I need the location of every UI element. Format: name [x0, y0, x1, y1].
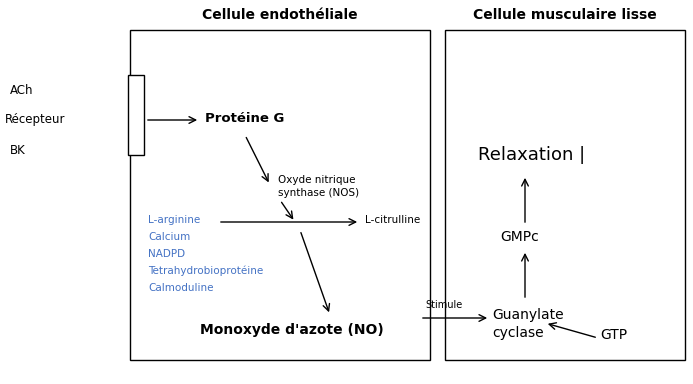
Text: Stimule: Stimule [425, 300, 462, 310]
Text: Cellule endothéliale: Cellule endothéliale [202, 8, 358, 22]
Text: BK: BK [10, 144, 26, 157]
Text: Guanylate
cyclase: Guanylate cyclase [492, 308, 563, 340]
Text: Tetrahydrobioprotéine: Tetrahydrobioprotéine [148, 266, 263, 276]
Text: Oxyde nitrique
synthase (NOS): Oxyde nitrique synthase (NOS) [278, 175, 359, 198]
Bar [445, 30, 685, 360]
Text: NADPD: NADPD [148, 249, 185, 259]
Text: ACh: ACh [10, 83, 33, 96]
Text: L-citrulline: L-citrulline [365, 215, 420, 225]
Text: L-arginine: L-arginine [148, 215, 200, 225]
Text: GMPc: GMPc [500, 230, 538, 244]
Text: Calcium: Calcium [148, 232, 191, 242]
Bar [128, 75, 144, 155]
Text: Calmoduline: Calmoduline [148, 283, 213, 293]
Text: Monoxyde d'azote (NO): Monoxyde d'azote (NO) [200, 323, 384, 337]
Text: GTP: GTP [600, 328, 627, 342]
Text: Protéine G: Protéine G [205, 111, 284, 124]
Text: Récepteur: Récepteur [5, 114, 66, 126]
Text: Cellule musculaire lisse: Cellule musculaire lisse [473, 8, 657, 22]
Text: Relaxation |: Relaxation | [478, 146, 585, 164]
Bar [130, 30, 430, 360]
